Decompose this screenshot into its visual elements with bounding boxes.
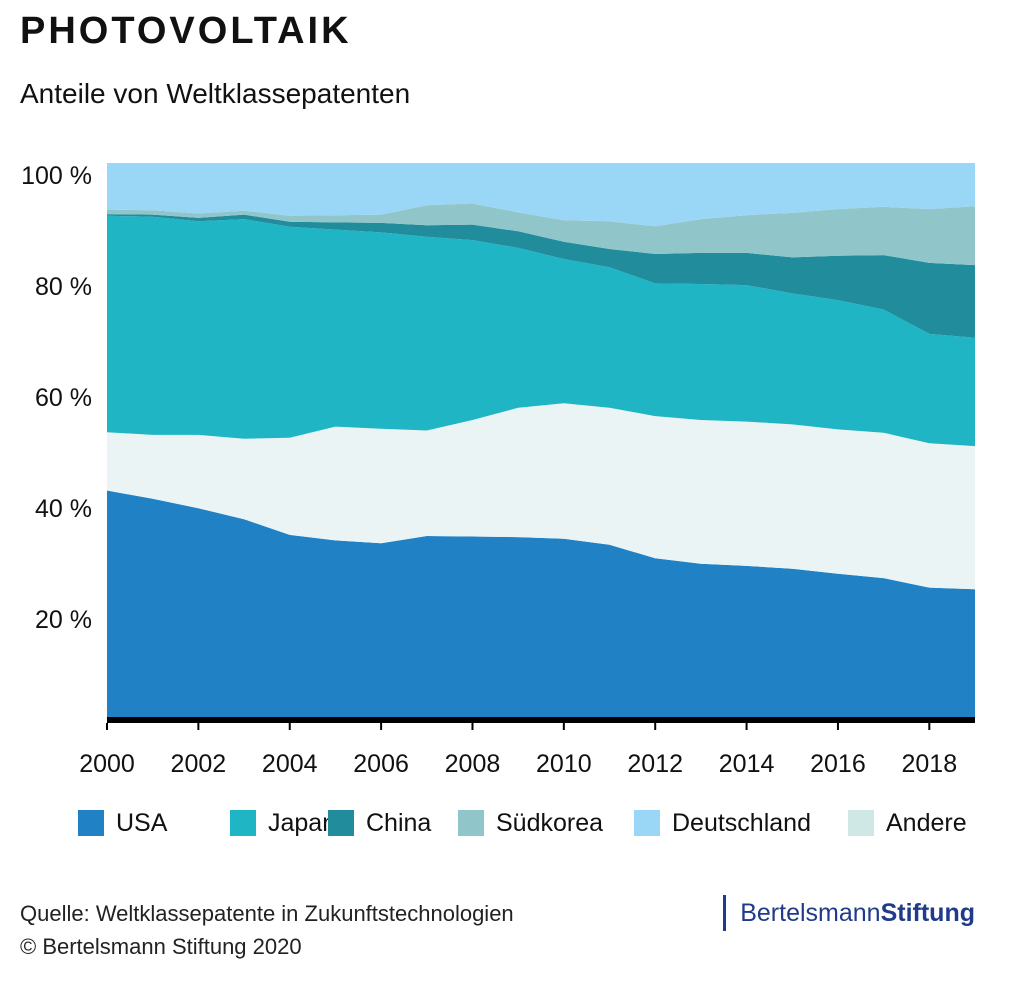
copyright-note: © Bertelsmann Stiftung 2020 — [20, 934, 302, 959]
legend-swatch — [634, 810, 660, 836]
x-tick-label: 2000 — [79, 750, 135, 778]
legend-swatch — [458, 810, 484, 836]
y-tick-label: 80 % — [35, 273, 92, 301]
x-tick-label: 2010 — [536, 750, 592, 778]
logo-bar — [723, 895, 727, 931]
y-tick-label: 60 % — [35, 384, 92, 412]
x-tick-label: 2008 — [445, 750, 501, 778]
legend-item-suedkorea: Südkorea — [458, 810, 603, 836]
legend-item-deutschland: Deutschland — [634, 810, 811, 836]
area-layers — [107, 163, 975, 718]
logo-text-bertelsmann: Bertelsmann — [740, 898, 881, 927]
area-chart: 2000 2002 2004 2006 2008 2010 2012 2014 2016 2018… — [21, 162, 975, 778]
x-axis-line — [107, 717, 975, 723]
legend-label: China — [366, 808, 432, 837]
legend-swatch — [328, 810, 354, 836]
legend-item-china: China — [328, 810, 431, 836]
legend-label: Südkorea — [496, 808, 604, 837]
area-usa — [107, 490, 975, 718]
area-deutschland — [107, 163, 975, 227]
legend-item-usa: USA — [78, 810, 167, 836]
legend: USA Japan China Südkorea Deutschland Andere — [78, 810, 978, 844]
x-tick-label: 2016 — [810, 750, 866, 778]
x-tick-label: 2014 — [719, 750, 775, 778]
legend-swatch — [230, 810, 256, 836]
x-tick-label: 2004 — [262, 750, 318, 778]
legend-swatch — [848, 810, 874, 836]
x-tick-label: 2012 — [627, 750, 683, 778]
legend-item-japan: Japan — [230, 810, 336, 836]
x-tick-label: 2006 — [353, 750, 409, 778]
legend-label: Deutschland — [672, 808, 811, 837]
axes: 2000 2002 2004 2006 2008 2010 2012 2014 2016 2018… — [21, 162, 975, 778]
legend-label: Andere — [886, 808, 967, 837]
area-suedkorea — [107, 203, 975, 266]
y-tick-label: 20 % — [35, 606, 92, 634]
chart-title: PHOTOVOLTAIK — [20, 10, 352, 52]
legend-label: USA — [116, 808, 168, 837]
legend-label: Japan — [268, 808, 337, 837]
area-china — [107, 214, 975, 338]
x-tick-label: 2002 — [171, 750, 227, 778]
legend-item-andere: Andere — [848, 810, 967, 836]
bertelsmann-logo: Bertelsmann Stiftung — [723, 895, 975, 931]
chart-subtitle: Anteile von Weltklassepatenten — [20, 78, 411, 109]
source-note: Quelle: Weltklassepatente in Zukunftstec… — [20, 901, 514, 926]
area-andere — [107, 403, 975, 590]
y-tick-label: 100 % — [21, 162, 92, 190]
area-japan — [107, 215, 975, 447]
y-tick-label: 40 % — [35, 495, 92, 523]
logo-text-stiftung: Stiftung — [880, 898, 975, 927]
legend-swatch — [78, 810, 104, 836]
x-tick-label: 2018 — [902, 750, 958, 778]
